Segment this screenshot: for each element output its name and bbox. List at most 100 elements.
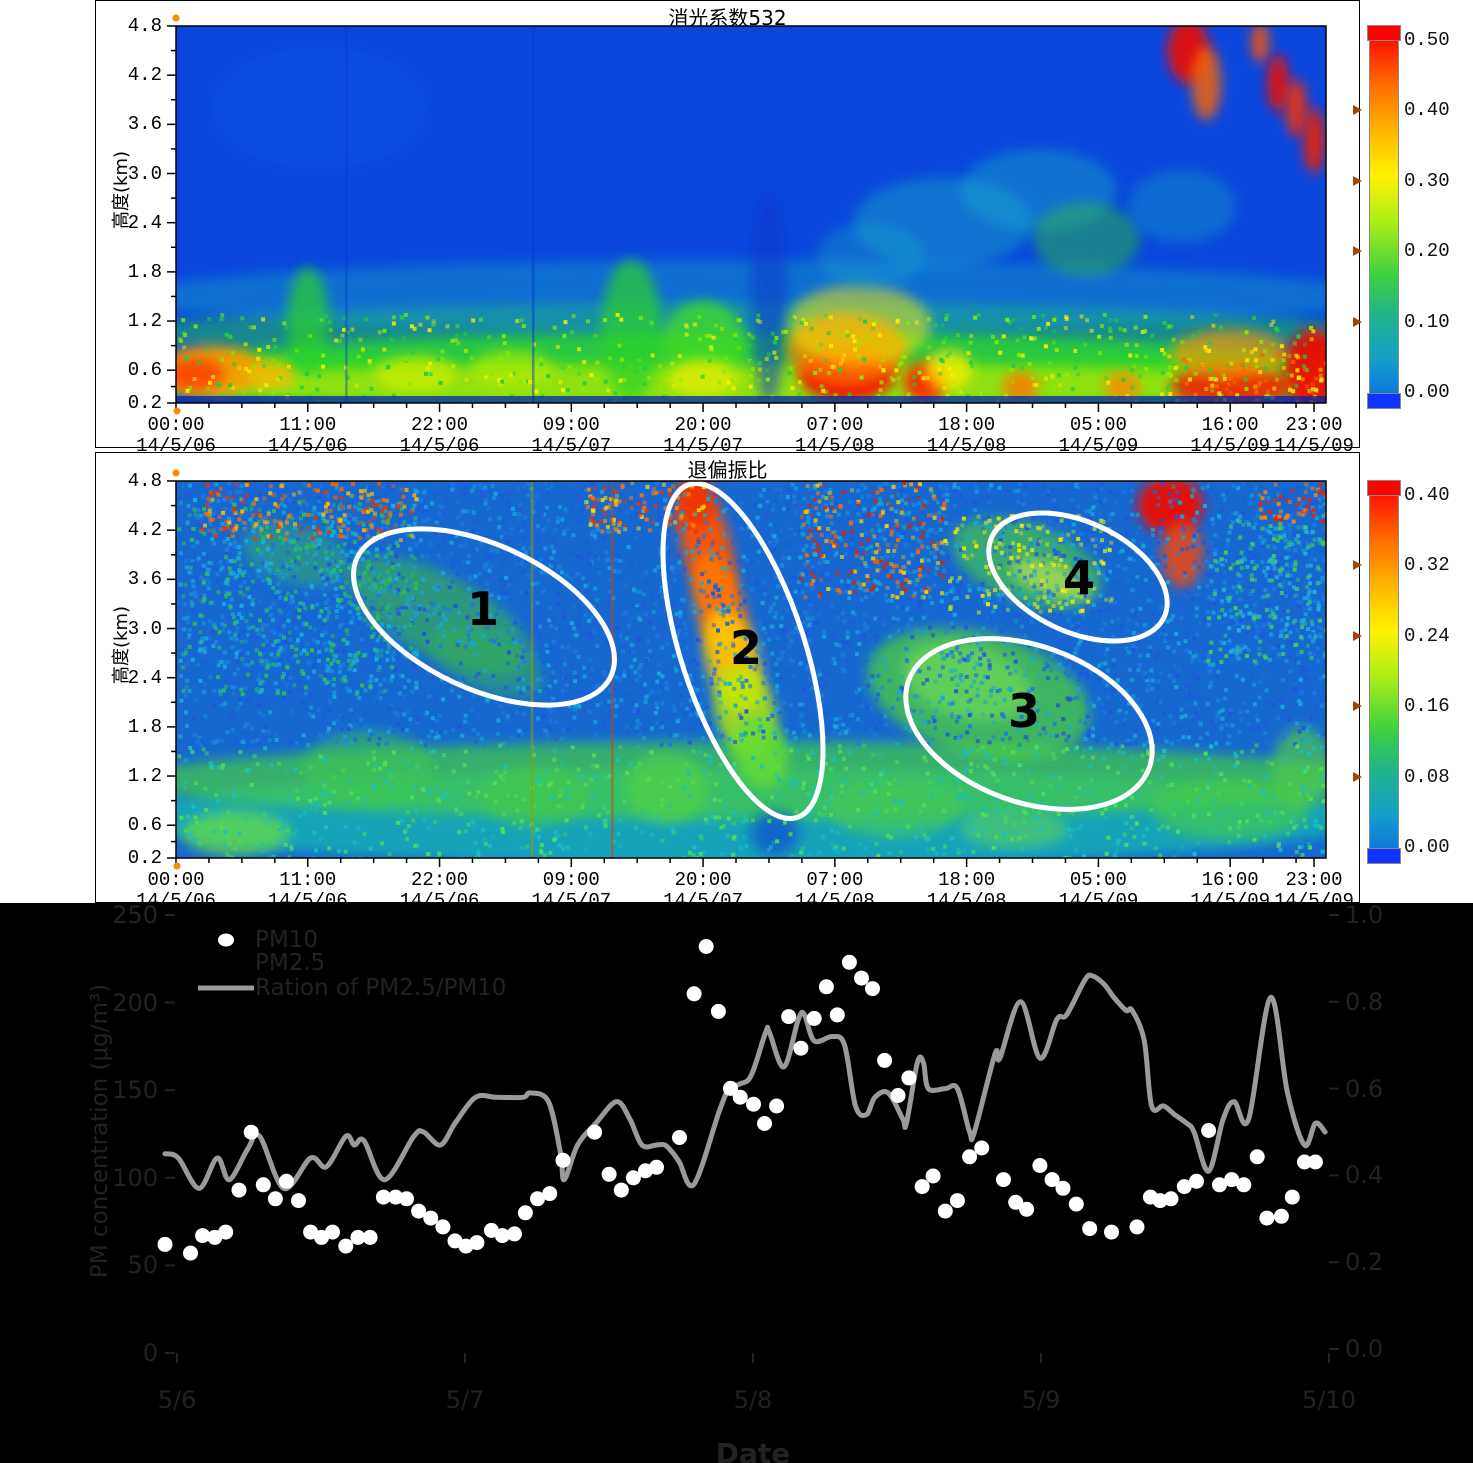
pm10-dot	[865, 981, 880, 997]
y-tick-label: 2.4	[127, 211, 162, 234]
legend-label-pm10: PM10	[255, 927, 318, 953]
x-tick-label-date: 14/5/07	[531, 435, 612, 457]
x-tick-label-date: 14/5/08	[794, 435, 875, 457]
axis-end-marker	[172, 14, 180, 22]
heat-blob	[1010, 558, 1091, 601]
y-tick-label: 4.8	[127, 15, 162, 37]
depolarization-panel-title: 退偏振比	[687, 458, 768, 482]
y-tick-label: 1.8	[127, 260, 162, 283]
x-tick-label-date: 14/5/06	[267, 435, 348, 457]
pm10-dot	[601, 1166, 617, 1182]
pm-y-tick-label: 200	[112, 988, 158, 1017]
feature-ellipse-2	[660, 480, 826, 822]
pm10-dot	[350, 1229, 366, 1245]
colorbar-tick-label: 0.00	[1404, 836, 1450, 858]
pm10-dot	[469, 1235, 485, 1251]
speckle-layer	[799, 481, 947, 600]
colorbar-marker-triangle	[1353, 175, 1362, 186]
x-tick-label-date: 14/5/06	[136, 435, 216, 457]
pm-timeseries-plot	[157, 914, 1339, 1363]
axis-end-marker	[173, 862, 181, 870]
legend-marker-pm10	[218, 933, 234, 947]
colorbar-tick-label: 0.40	[1404, 484, 1450, 506]
pm10-dot	[925, 1168, 941, 1184]
pm10-dot	[613, 1182, 629, 1198]
heat-blob	[373, 355, 458, 393]
pm-y-tick-label: 150	[112, 1076, 158, 1105]
x-tick-label-date: 14/5/09	[1274, 435, 1354, 457]
x-tick-label-time: 20:00	[674, 414, 732, 436]
x-tick-label-time: 18:00	[938, 869, 996, 891]
colorbar-marker-triangle	[1353, 771, 1362, 782]
heat-blob	[1032, 202, 1141, 276]
pm10-dot	[1284, 1189, 1300, 1205]
pm10-dot	[757, 1116, 772, 1131]
heatmap-artifact-line	[530, 481, 534, 858]
y-tick-label: 3.0	[127, 162, 162, 185]
pm10-dot	[769, 1098, 785, 1114]
colorbar-tick-label: 0.24	[1404, 624, 1450, 647]
heat-blob	[1002, 372, 1039, 401]
pm10-dot	[818, 979, 834, 995]
pm10-dot	[362, 1229, 378, 1245]
x-tick-label-time: 00:00	[147, 414, 205, 436]
pm10-dot	[710, 1003, 726, 1019]
pm10-dots	[157, 939, 1323, 1261]
pm10-dot	[1212, 1177, 1227, 1193]
pm10-dot	[291, 1193, 306, 1209]
x-tick-label-date: 14/5/06	[399, 435, 480, 457]
heat-blob	[469, 349, 554, 391]
pm10-dot	[723, 1080, 738, 1096]
pm10-dot	[854, 970, 869, 986]
pm10-dot	[255, 1177, 271, 1193]
pm10-dot	[435, 1219, 451, 1235]
y-tick-label: 1.2	[127, 310, 162, 333]
pm10-dot	[1201, 1123, 1217, 1138]
x-tick-label-time: 09:00	[542, 414, 600, 436]
feature-ellipse-4	[986, 510, 1170, 644]
heat-blob	[1104, 372, 1141, 401]
heat-blob	[1152, 778, 1309, 840]
pm10-dot	[411, 1203, 427, 1219]
y-tick-label: 0.2	[127, 392, 162, 414]
pm-x-axis-title: Date	[715, 1437, 791, 1463]
pm10-dot	[231, 1182, 247, 1198]
pm-ratio-tick-label: 0.4	[1345, 1161, 1384, 1190]
x-tick-label-time: 11:00	[279, 414, 337, 436]
pm10-dot	[183, 1245, 198, 1261]
heat-blob	[902, 642, 1031, 722]
x-tick-label-time: 23:00	[1285, 869, 1343, 891]
x-tick-label-date: 14/5/09	[1190, 435, 1271, 457]
pm10-dot	[530, 1191, 545, 1207]
pm10-dot	[1249, 1149, 1265, 1165]
colorbar-tick-label: 0.20	[1404, 240, 1450, 263]
x-tick-label-time: 05:00	[1069, 869, 1127, 891]
colorbar-tick-label: 0.00	[1404, 381, 1450, 403]
extinction-heatmap	[167, 14, 1327, 415]
colorbar-min-cap	[1367, 393, 1401, 409]
pm10-dot	[1082, 1221, 1098, 1237]
heat-blob	[176, 364, 1326, 403]
pm10-dot	[890, 1088, 906, 1103]
y-tick-label: 3.6	[127, 113, 162, 136]
heat-blob	[786, 284, 931, 367]
axis-end-marker	[173, 407, 181, 415]
plot-border	[175, 480, 1327, 859]
pm10-dot	[937, 1203, 953, 1219]
colorbar-min-cap	[1367, 848, 1401, 864]
pm10-dot	[375, 1189, 391, 1205]
pm10-dot	[914, 1179, 930, 1195]
pm10-dot	[1236, 1177, 1252, 1193]
pm-y-axis-title: PM concentration (μg/m³)	[87, 983, 113, 1279]
pm-axis-ticks	[165, 914, 1339, 1363]
y-tick-label: 3.0	[127, 617, 162, 640]
pm10-dot	[587, 1124, 603, 1140]
pm-timeseries-panel: PM10 PM2.5 Ration of PM2.5/PM10 PM conce…	[0, 901, 1473, 1463]
heat-blob	[286, 267, 329, 375]
pm10-dot	[507, 1226, 522, 1242]
pm10-dot	[1019, 1201, 1035, 1217]
pm10-dot	[698, 939, 714, 954]
heat-blob	[1128, 169, 1237, 244]
